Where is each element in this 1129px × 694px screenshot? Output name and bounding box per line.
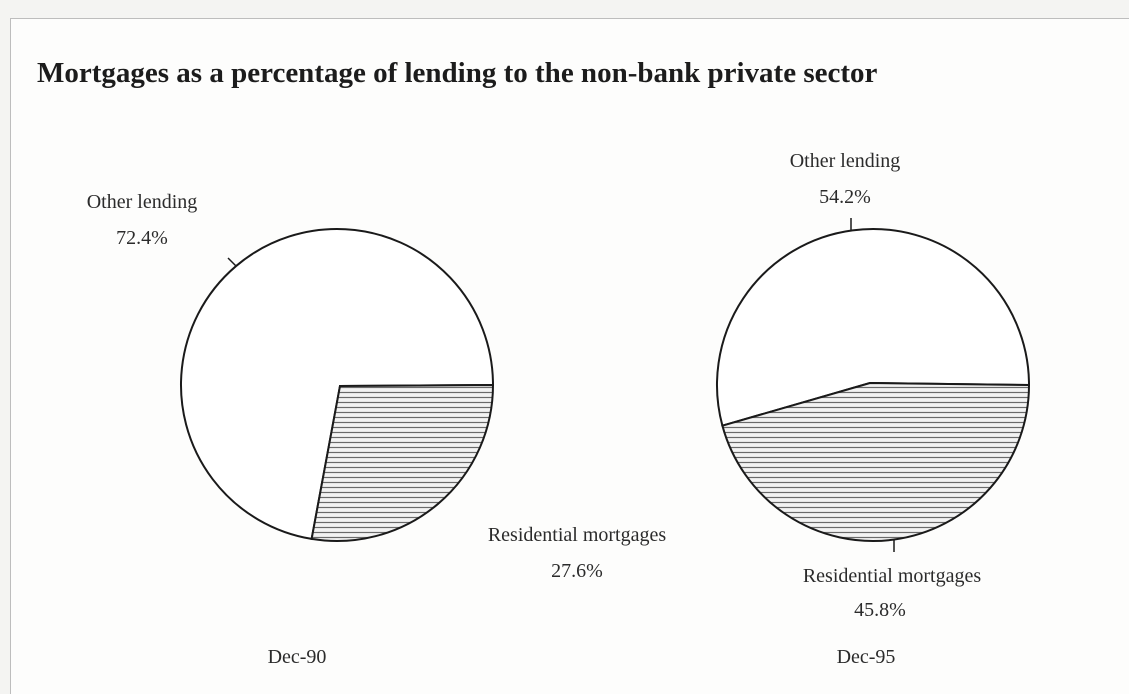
label-residential-mortgages-dec-95: Residential mortgages (803, 565, 982, 587)
leader-other-lending-dec-90 (227, 257, 237, 267)
label-residential-mortgages-dec-90: Residential mortgages (488, 524, 667, 546)
slice-other-lending-dec-95 (716, 228, 1031, 427)
label-other-lending-dec-90: Other lending (87, 191, 198, 213)
chart-title: Mortgages as a percentage of lending to … (37, 57, 878, 89)
value-other-lending-dec-95: 54.2% (819, 186, 871, 208)
pie-dec-90: Other lending 72.4% Residential mortgage… (87, 191, 667, 668)
slice-other-lending-dec-90 (180, 228, 495, 541)
category-label-dec-95: Dec-95 (837, 646, 896, 668)
label-other-lending-dec-95: Other lending (790, 150, 901, 172)
value-residential-mortgages-dec-90: 27.6% (551, 560, 603, 582)
category-label-dec-90: Dec-90 (268, 646, 327, 668)
slice-residential-mortgages-dec-90 (310, 383, 495, 542)
slice-residential-mortgages-dec-95 (721, 381, 1031, 543)
pie-dec-95: Other lending 54.2% Residential mortgage… (716, 150, 1031, 668)
value-residential-mortgages-dec-95: 45.8% (854, 599, 906, 621)
value-other-lending-dec-90: 72.4% (116, 227, 168, 249)
